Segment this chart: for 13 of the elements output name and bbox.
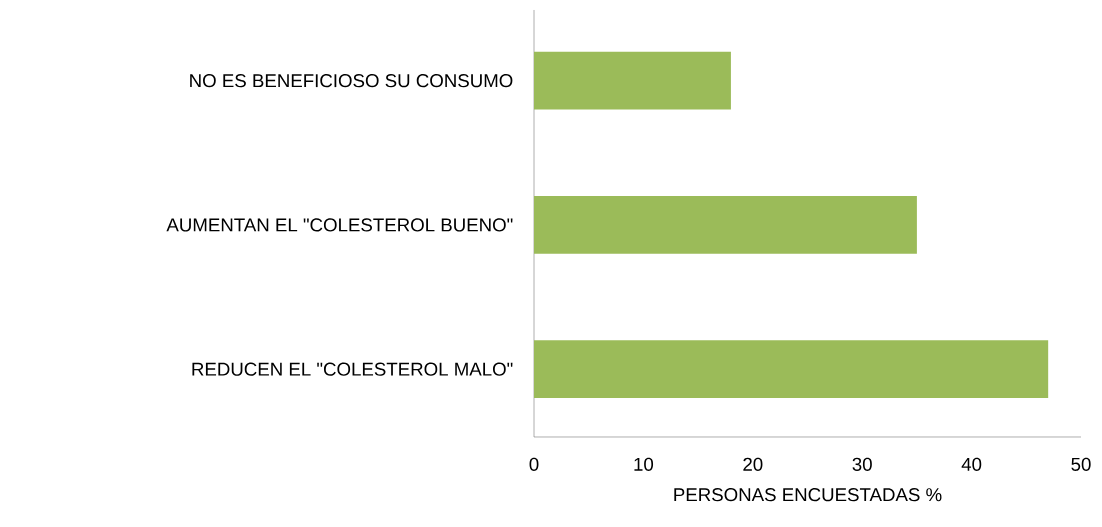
y-tick-label: AUMENTAN EL "COLESTEROL BUENO" [166, 218, 513, 232]
bar [534, 196, 917, 254]
x-tick-label: 0 [529, 457, 539, 471]
x-tick-label: 20 [743, 457, 763, 471]
x-axis-title: PERSONAS ENCUESTADAS % [674, 488, 942, 502]
bar [534, 51, 731, 110]
bar [534, 340, 1049, 399]
y-tick-label: REDUCEN EL "COLESTEROL MALO" [192, 362, 513, 376]
y-tick-label: NO ES BENEFICIOSO SU CONSUMO [190, 74, 513, 88]
x-tick-label: 50 [1071, 457, 1091, 471]
x-tick-label: 30 [852, 457, 872, 471]
x-tick-label: 10 [634, 457, 654, 471]
x-tick-label: 40 [961, 457, 982, 471]
